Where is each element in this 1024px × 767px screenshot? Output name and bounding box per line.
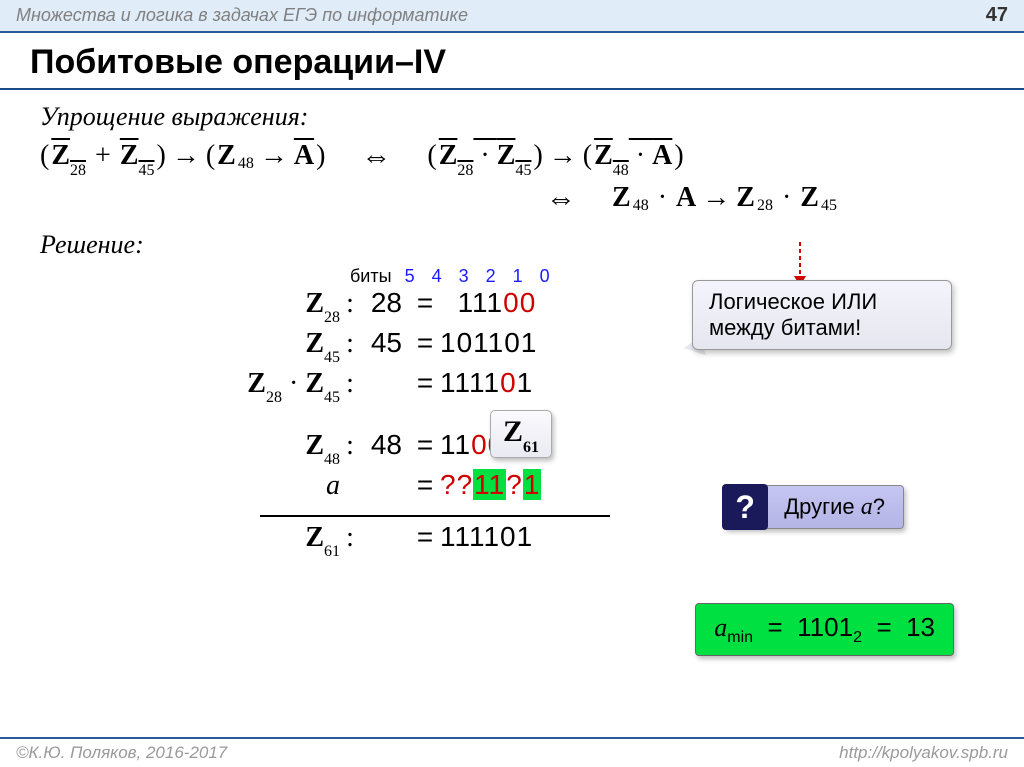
formula-right-1: (Z28 · Z45) → (Z48 · A) xyxy=(427,140,683,176)
iff-2: ⇔ xyxy=(538,182,584,216)
question-text: Другие a? xyxy=(766,488,903,527)
header-bar: Множества и логика в задачах ЕГЭ по инфо… xyxy=(0,0,1024,33)
solution-label: Решение: xyxy=(40,230,984,260)
question-mark-icon: ? xyxy=(722,484,768,530)
iff-1: ⇔ xyxy=(353,140,399,174)
z61-badge: Z61 xyxy=(490,410,552,458)
divider-rule xyxy=(260,515,610,517)
course-title: Множества и логика в задачах ЕГЭ по инфо… xyxy=(16,5,468,26)
slide-title: Побитовые операции–IV xyxy=(0,33,1024,90)
simplify-label: Упрощение выражения: xyxy=(40,102,984,132)
footer: ©К.Ю. Поляков, 2016-2017 http://kpolyako… xyxy=(0,737,1024,767)
row-zmul: Z28 · Z45 : = 111101 xyxy=(140,367,984,407)
footer-url: http://kpolyakov.spb.ru xyxy=(839,743,1008,763)
formula-row-2: ⇔ Z48 · A → Z28 · Z45 xyxy=(538,182,984,216)
row-z48: Z48 : 48 = 110000 xyxy=(140,429,984,469)
answer-box: amin = 11012 = 13 xyxy=(695,603,954,656)
question-box: ? Другие a? xyxy=(723,485,904,529)
formula-row-1: (Z28 + Z45) → (Z48 → A) ⇔ (Z28 · Z45) → … xyxy=(40,140,984,176)
page-number: 47 xyxy=(986,4,1008,27)
formula-left: (Z28 + Z45) → (Z48 → A) xyxy=(40,140,325,176)
formula-right-2: Z48 · A → Z28 · Z45 xyxy=(612,182,837,214)
callout-logical-or: Логическое ИЛИ между битами! xyxy=(692,280,952,350)
copyright: ©К.Ю. Поляков, 2016-2017 xyxy=(16,743,227,763)
